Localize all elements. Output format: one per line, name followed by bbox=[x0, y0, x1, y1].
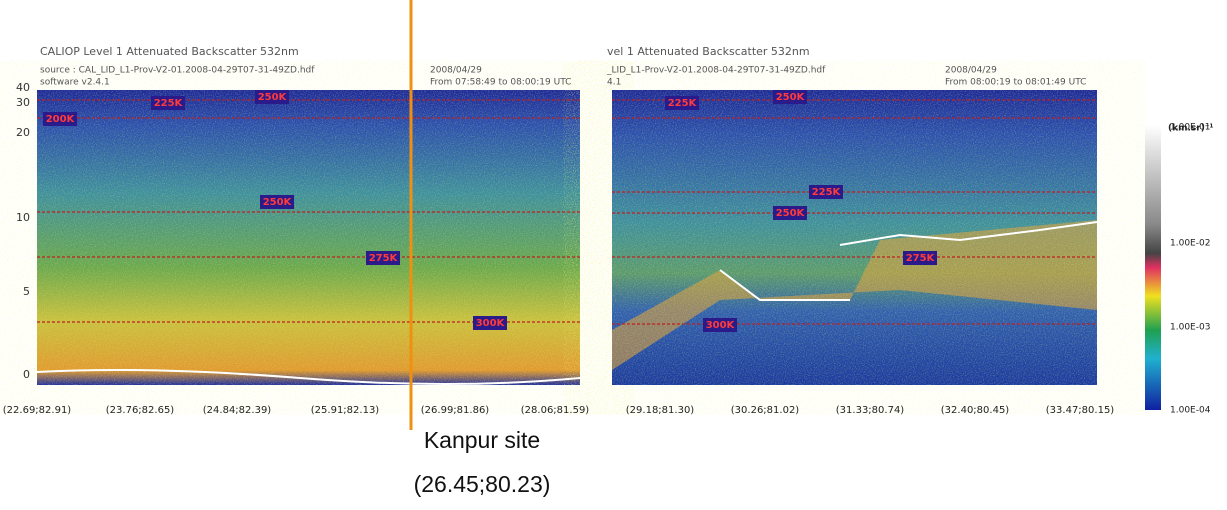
date: 2008/04/29 bbox=[945, 66, 997, 76]
colorbar-label: 1.00E-04 bbox=[1170, 406, 1211, 416]
site-coords: (26.45;80.23) bbox=[414, 471, 551, 497]
temp-box bbox=[773, 90, 807, 104]
temp-box bbox=[703, 318, 737, 332]
software: software v2.4.1 bbox=[40, 78, 110, 88]
x-tick-label: (29.18;81.30) bbox=[626, 405, 695, 416]
y-tick-label: 20 bbox=[16, 126, 30, 139]
temperature-label: 200K bbox=[46, 114, 76, 125]
software: 4.1 bbox=[607, 78, 621, 88]
y-tick-label: 0 bbox=[23, 368, 30, 381]
temp-box bbox=[151, 96, 185, 110]
x-tick-label: (25.91;82.13) bbox=[311, 405, 380, 416]
temp-box bbox=[473, 316, 507, 330]
temp-box bbox=[903, 251, 937, 265]
time: From 08:00:19 to 08:01:49 UTC bbox=[945, 78, 1086, 88]
x-tick-label: (28.06;81.59) bbox=[521, 405, 590, 416]
colorbar bbox=[1145, 125, 1161, 410]
y-tick-label: 10 bbox=[16, 211, 30, 224]
date: 2008/04/29 bbox=[430, 66, 482, 76]
site-name: Kanpur site bbox=[424, 427, 540, 453]
temp-box bbox=[43, 112, 77, 126]
colorbar-label: 1.00E-03 bbox=[1170, 323, 1210, 333]
temperature-label: 300K bbox=[476, 318, 506, 329]
panel-title: CALIOP Level 1 Attenuated Backscatter 53… bbox=[40, 45, 299, 58]
x-tick-label: (31.33;80.74) bbox=[836, 405, 905, 416]
temp-box bbox=[665, 96, 699, 110]
temperature-label: 225K bbox=[154, 98, 184, 109]
colorbar-label: 1.00E-01 bbox=[1170, 123, 1210, 133]
x-tick-label: (26.99;81.86) bbox=[421, 405, 490, 416]
panel-title: vel 1 Attenuated Backscatter 532nm bbox=[607, 45, 810, 58]
x-tick-label: (22.69;82.91) bbox=[3, 405, 72, 416]
temp-box bbox=[773, 206, 807, 220]
x-tick-label: (33.47;80.15) bbox=[1046, 405, 1115, 416]
colorbar-unit: (km.sr)⁻¹ bbox=[1168, 124, 1214, 134]
x-tick-label: (30.26;81.02) bbox=[731, 405, 800, 416]
right-plot bbox=[612, 90, 1098, 385]
temperature-label: 250K bbox=[258, 92, 288, 103]
left-plot bbox=[36, 90, 581, 385]
temp-box bbox=[260, 195, 294, 209]
x-tick-label: (32.40;80.45) bbox=[941, 405, 1010, 416]
temp-box bbox=[366, 251, 400, 265]
x-tick-label: (24.84;82.39) bbox=[203, 405, 272, 416]
y-tick-label: 5 bbox=[23, 285, 30, 298]
temperature-label: 250K bbox=[263, 197, 293, 208]
temp-box bbox=[809, 185, 843, 199]
temperature-label: 250K bbox=[776, 92, 806, 103]
y-tick-label: 30 bbox=[16, 96, 30, 109]
temperature-label: 225K bbox=[812, 187, 842, 198]
source: source : CAL_LID_L1-Prov-V2-01.2008-04-2… bbox=[40, 66, 315, 76]
y-tick-label: 40 bbox=[16, 81, 30, 94]
temperature-label: 275K bbox=[369, 253, 399, 264]
temperature-label: 250K bbox=[776, 208, 806, 219]
temp-box bbox=[255, 90, 289, 104]
colorbar-label: 1.00E-02 bbox=[1170, 239, 1210, 249]
temperature-label: 225K bbox=[668, 98, 698, 109]
temperature-label: 300K bbox=[706, 320, 736, 331]
temperature-label: 275K bbox=[906, 253, 936, 264]
source: _LID_L1-Prov-V2-01.2008-04-29T07-31-49ZD… bbox=[606, 66, 826, 76]
x-tick-label: (23.76;82.65) bbox=[106, 405, 175, 416]
time: From 07:58:49 to 08:00:19 UTC bbox=[430, 78, 571, 88]
